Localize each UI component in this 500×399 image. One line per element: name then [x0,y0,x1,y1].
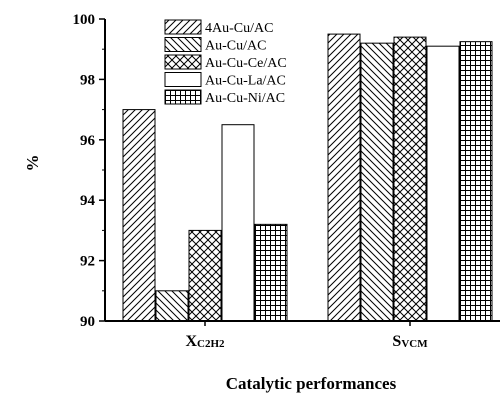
legend-swatch [164,37,202,52]
legend-label: Au-Cu-Ni/AC [205,91,285,106]
bar-au-cu-ni-ac-c2h2 [254,223,288,322]
y-tick-label: 92 [80,254,95,270]
bar-4au-cu-ac-vcm [327,33,361,322]
x-axis-title: Catalytic performances [226,374,397,393]
bar-au-cu-ce-ac-vcm [393,36,427,322]
x-category-labels: XC2H2 SVCM [185,321,428,350]
bar-au-cu-la-ac-vcm [426,45,460,322]
y-ticks: 90 92 94 96 98 100 [73,12,105,330]
bar-au-cu-ac-c2h2 [155,290,189,322]
bar-au-cu-ce-ac-c2h2 [188,229,222,322]
legend-swatch [164,72,202,87]
x-category-label: SVCM [392,333,428,350]
y-tick-label: 98 [80,72,95,88]
y-tick-label: 100 [73,12,96,28]
legend-label: Au-Cu-Ce/AC [205,56,287,71]
bar-au-cu-la-ac-c2h2 [221,124,255,322]
bar-au-cu-ni-ac-vcm [459,41,493,322]
y-tick-label: 94 [80,193,96,209]
legend-label: Au-Cu/AC [205,39,266,54]
legend-label: 4Au-Cu/AC [205,21,273,36]
legend-swatch [164,54,202,70]
x-category-label: XC2H2 [185,333,225,350]
legend-label: Au-Cu-La/AC [205,74,286,89]
bar-au-cu-ac-vcm [360,42,394,322]
bar-4au-cu-ac-c2h2 [122,109,156,322]
legend-swatch [164,19,202,35]
legend: 4Au-Cu/AC Au-Cu/AC Au-Cu-Ce/AC Au-Cu-La/AC A… [164,19,287,106]
bars [122,33,493,322]
y-tick-label: 90 [80,314,95,330]
legend-swatch [164,89,202,105]
y-axis-title: % [23,155,42,172]
y-tick-label: 96 [80,133,96,149]
